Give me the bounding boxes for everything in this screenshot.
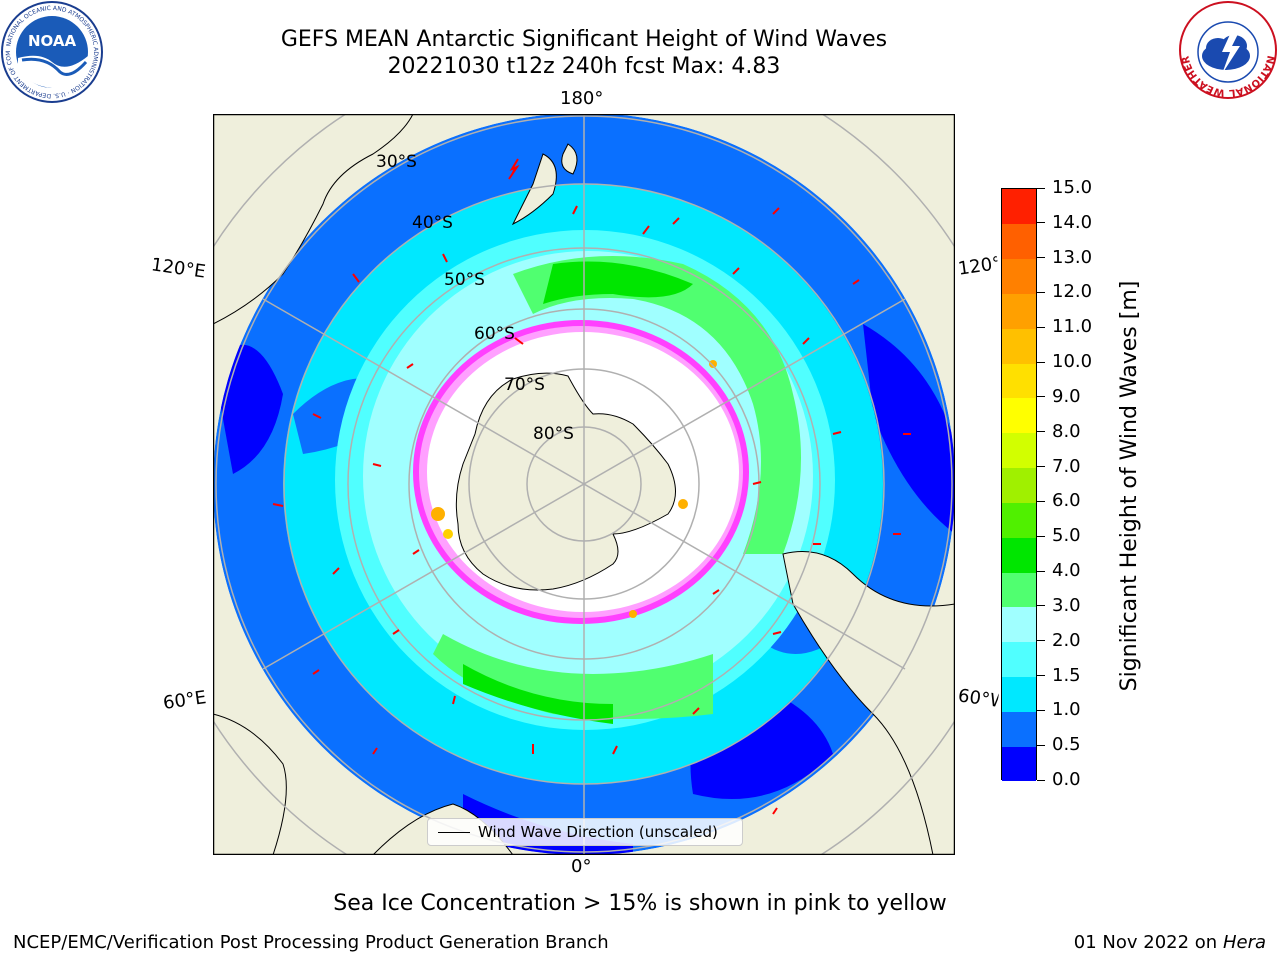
legend-line bbox=[438, 832, 470, 833]
colorbar-tick-label: 0.0 bbox=[1052, 769, 1081, 790]
colorbar-tick bbox=[1037, 361, 1045, 363]
lat-label-70s: 70°S bbox=[504, 375, 545, 395]
colorbar-tick-label: 8.0 bbox=[1052, 420, 1081, 442]
lat-label-50s: 50°S bbox=[444, 270, 485, 290]
colorbar-segment bbox=[1002, 606, 1036, 643]
legend-label: Wind Wave Direction (unscaled) bbox=[478, 823, 718, 841]
colorbar-tick-label: 0.5 bbox=[1052, 734, 1081, 756]
colorbar-tick bbox=[1037, 187, 1045, 189]
colorbar-segment bbox=[1002, 223, 1036, 260]
plot-title: GEFS MEAN Antarctic Significant Height o… bbox=[280, 27, 888, 52]
lon-label-120w: 120°W bbox=[956, 253, 1000, 280]
colorbar-segment bbox=[1002, 711, 1036, 747]
lat-label-80s: 80°S bbox=[533, 424, 574, 444]
colorbar-tick-label: 9.0 bbox=[1052, 385, 1081, 407]
colorbar-tick-label: 3.0 bbox=[1052, 594, 1081, 616]
new-zealand bbox=[511, 153, 557, 226]
colorbar-tick bbox=[1037, 605, 1045, 607]
south-america bbox=[782, 551, 955, 855]
lon-label-60w: 60°W bbox=[956, 685, 1000, 712]
colorbar-tick bbox=[1037, 466, 1045, 468]
colorbar-tick bbox=[1037, 675, 1045, 677]
lat-label-40s: 40°S bbox=[412, 213, 453, 233]
colorbar-segment bbox=[1002, 189, 1036, 225]
colorbar-tick bbox=[1037, 222, 1045, 224]
colorbar-tick-label: 11.0 bbox=[1052, 316, 1093, 338]
colorbar-tick bbox=[1037, 291, 1045, 293]
colorbar-tick bbox=[1037, 257, 1045, 259]
colorbar-segment bbox=[1002, 432, 1036, 469]
colorbar-tick-label: 13.0 bbox=[1052, 246, 1093, 268]
colorbar-segment bbox=[1002, 363, 1036, 399]
footer-date-text: 01 Nov 2022 on bbox=[1073, 932, 1218, 953]
colorbar-tick bbox=[1037, 779, 1045, 781]
colorbar-tick bbox=[1037, 570, 1045, 572]
colorbar-segment bbox=[1002, 397, 1036, 434]
colorbar-tick-label: 12.0 bbox=[1052, 281, 1093, 303]
colorbar-tick-label: 1.0 bbox=[1052, 699, 1081, 721]
footer-host: Hera bbox=[1222, 932, 1266, 953]
colorbar-segment bbox=[1002, 676, 1036, 712]
antarctica bbox=[455, 372, 676, 591]
colorbar-segment bbox=[1002, 502, 1036, 538]
nws-logo: NATIONAL WEATHER SERVICE bbox=[1178, 0, 1277, 99]
colorbar-tick-label: 10.0 bbox=[1052, 351, 1093, 373]
colorbar-tick-label: 14.0 bbox=[1052, 211, 1093, 233]
colorbar-tick bbox=[1037, 326, 1045, 328]
colorbar-segment bbox=[1002, 293, 1036, 329]
sea-ice-note: Sea Ice Concentration > 15% is shown in … bbox=[333, 891, 947, 916]
map-legend: Wind Wave Direction (unscaled) bbox=[427, 818, 743, 846]
colorbar-segment bbox=[1002, 467, 1036, 503]
graticule bbox=[213, 114, 955, 855]
colorbar-segment bbox=[1002, 537, 1036, 573]
svg-text:NOAA: NOAA bbox=[28, 32, 77, 50]
colorbar-tick-label: 1.5 bbox=[1052, 664, 1081, 686]
lon-label-60e: 60°E bbox=[161, 687, 208, 714]
south-africa bbox=[213, 713, 287, 855]
colorbar-segment bbox=[1002, 258, 1036, 294]
australia bbox=[213, 114, 414, 325]
colorbar-segment bbox=[1002, 746, 1036, 782]
footer-date: 01 Nov 2022 on Hera bbox=[1074, 932, 1266, 953]
colorbar-segment bbox=[1002, 328, 1036, 364]
plot-subtitle: 20221030 t12z 240h fcst Max: 4.83 bbox=[387, 54, 781, 79]
colorbar-tick bbox=[1037, 744, 1045, 746]
wind-wave-arrows bbox=[272, 158, 911, 815]
colorbar-tick-label: 6.0 bbox=[1052, 490, 1081, 512]
colorbar-tick bbox=[1037, 640, 1045, 642]
colorbar-tick bbox=[1037, 396, 1045, 398]
colorbar-tick bbox=[1037, 535, 1045, 537]
colorbar bbox=[1001, 188, 1037, 782]
colorbar-tick-label: 4.0 bbox=[1052, 560, 1081, 582]
colorbar-label: Significant Height of Wind Waves [m] bbox=[1117, 280, 1142, 692]
colorbar-tick-label: 7.0 bbox=[1052, 455, 1081, 477]
colorbar-segment bbox=[1002, 572, 1036, 608]
colorbar-tick bbox=[1037, 709, 1045, 711]
lon-label-0: 0° bbox=[571, 856, 592, 877]
noaa-logo: NATIONAL OCEANIC AND ATMOSPHERIC ADMINIS… bbox=[0, 0, 103, 103]
antarctic-wave-map bbox=[213, 114, 955, 855]
colorbar-tick-label: 15.0 bbox=[1052, 177, 1093, 198]
wave-band-green bbox=[513, 256, 801, 554]
colorbar-tick-label: 5.0 bbox=[1052, 525, 1081, 547]
lat-label-60s: 60°S bbox=[474, 324, 515, 344]
colorbar-tick bbox=[1037, 500, 1045, 502]
footer-credit: NCEP/EMC/Verification Post Processing Pr… bbox=[13, 932, 609, 953]
colorbar-tick bbox=[1037, 431, 1045, 433]
lat-label-30s: 30°S bbox=[376, 152, 417, 172]
lon-label-180: 180° bbox=[560, 88, 604, 109]
map-frame bbox=[213, 114, 955, 855]
lon-label-120e: 120°E bbox=[149, 254, 207, 283]
colorbar-segment bbox=[1002, 641, 1036, 678]
colorbar-tick-label: 2.0 bbox=[1052, 629, 1081, 651]
